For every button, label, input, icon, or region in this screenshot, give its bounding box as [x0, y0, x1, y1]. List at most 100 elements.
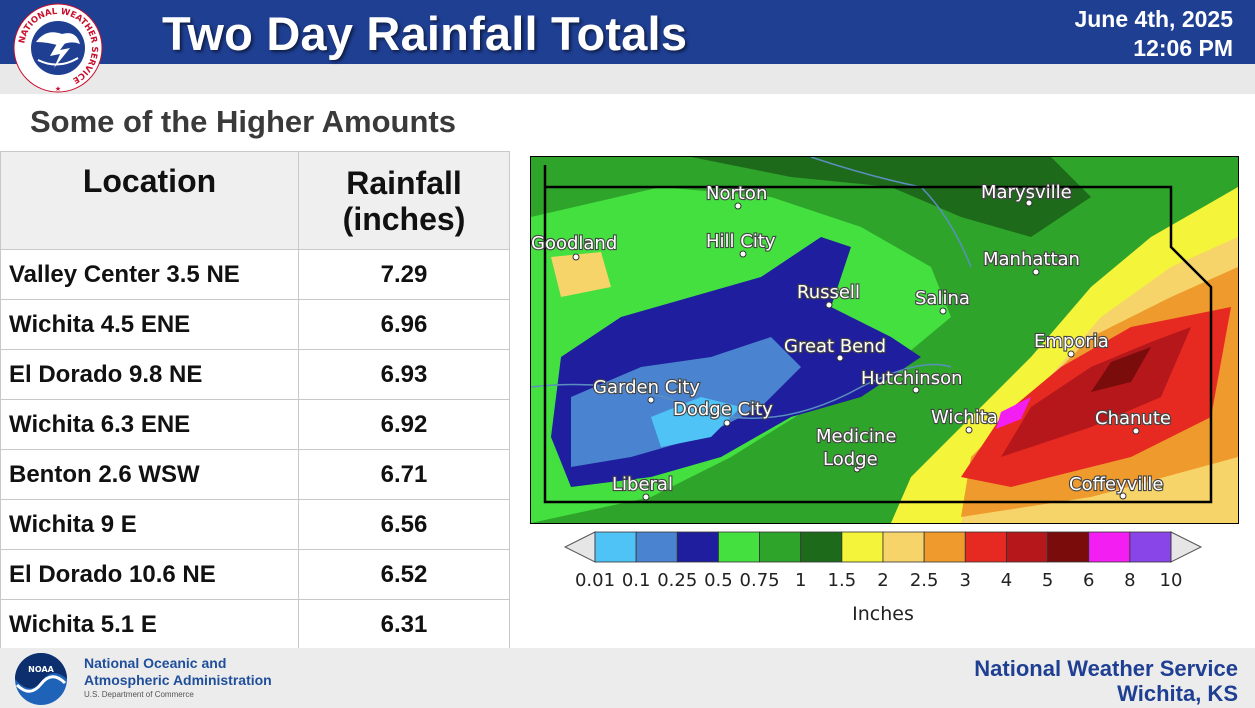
city-label: Marysville: [981, 182, 1072, 203]
row-rainfall: 7.29: [298, 249, 510, 300]
row-location: Benton 2.6 WSW: [0, 449, 299, 500]
legend-arrow-high: [1170, 531, 1203, 563]
noaa-line1: National Oceanic and: [84, 655, 227, 671]
table-row: El Dorado 9.8 NE 6.93: [0, 349, 510, 400]
row-location: El Dorado 9.8 NE: [0, 349, 299, 400]
row-rainfall: 6.93: [298, 349, 510, 400]
table-row: El Dorado 10.6 NE 6.52: [0, 549, 510, 600]
city-hill-city: Hill City: [705, 230, 777, 258]
table-row: Valley Center 3.5 NE 7.29: [0, 249, 510, 300]
legend-tick-label: 2: [877, 570, 888, 591]
legend-tick-label: 8: [1124, 570, 1135, 591]
city-liberal: Liberal: [611, 473, 674, 501]
table-row: Wichita 6.3 ENE 6.92: [0, 399, 510, 450]
legend-tick-label: 5: [1042, 570, 1053, 591]
row-location: El Dorado 10.6 NE: [0, 549, 299, 600]
legend-tick-label: 10: [1160, 570, 1183, 591]
legend-tick-label: 0.1: [622, 570, 651, 591]
kansas-border: [543, 165, 1213, 504]
legend-tick-label: 0.75: [740, 570, 780, 591]
legend-swatch: [594, 531, 637, 563]
row-location: Wichita 9 E: [0, 499, 299, 550]
city-label: Garden City: [593, 377, 700, 398]
row-rainfall: 6.96: [298, 299, 510, 350]
legend-swatch: [1047, 531, 1090, 563]
svg-text:★: ★: [55, 85, 61, 93]
row-rainfall: 6.31: [298, 599, 510, 650]
rainfall-map: Norton Marysville Goodland Hill City Man…: [530, 156, 1239, 524]
legend-tick-label: 2.5: [910, 570, 939, 591]
legend-tick-label: 0.01: [575, 570, 615, 591]
row-location: Valley Center 3.5 NE: [0, 249, 299, 300]
city-emporia: Emporia: [1033, 330, 1110, 358]
color-legend: 0.01 0.1 0.25 0.5 0.75 1 1.5 2 2.5 3 4 5 6 8 10 Inches: [563, 531, 1203, 625]
legend-swatch: [676, 531, 719, 563]
city-label: Emporia: [1034, 331, 1109, 352]
noaa-line2: Atmospheric Administration: [84, 672, 272, 688]
time-text: 12:06 PM: [1133, 35, 1233, 61]
header-location: Location: [0, 151, 299, 250]
table-header-row: Location Rainfall (inches): [0, 151, 510, 250]
legend-unit: Inches: [852, 603, 914, 625]
city-garden-city: Garden City: [592, 376, 701, 404]
city-label: Coffeyville: [1069, 474, 1163, 495]
header-rainfall-line2: (inches): [342, 200, 466, 237]
legend-bar: [563, 531, 1203, 563]
legend-tick-label: 1.5: [828, 570, 857, 591]
legend-tick-label: 0.5: [704, 570, 733, 591]
legend-swatch: [923, 531, 966, 563]
table-row: Wichita 5.1 E 6.31: [0, 599, 510, 650]
city-label: Hill City: [706, 231, 776, 252]
legend-tick-label: 1: [795, 570, 806, 591]
table-subtitle: Some of the Higher Amounts: [30, 104, 456, 139]
city-label: Hutchinson: [861, 368, 963, 389]
rain-shade-light-blue: [651, 397, 741, 447]
nws-office: National Weather Service Wichita, KS: [974, 656, 1238, 706]
table-row: Wichita 9 E 6.56: [0, 499, 510, 550]
row-rainfall: 6.56: [298, 499, 510, 550]
legend-tick-label: 3: [960, 570, 971, 591]
legend-swatch: [1129, 531, 1172, 563]
header-rainfall: Rainfall (inches): [298, 151, 510, 250]
city-wichita: Wichita: [930, 406, 999, 434]
city-label: Norton: [706, 183, 767, 204]
rain-shade-maroon: [1091, 347, 1151, 392]
title-underbar: [0, 64, 1255, 94]
legend-swatch: [964, 531, 1007, 563]
city-hutchinson: Hutchinson: [860, 367, 964, 394]
legend-ticks: 0.01 0.1 0.25 0.5 0.75 1 1.5 2 2.5 3 4 5 6 8 10: [575, 570, 1182, 591]
nws-line1: National Weather Service: [974, 656, 1238, 681]
legend-swatch: [1088, 531, 1131, 563]
city-salina: Salina: [914, 287, 971, 315]
city-label: Great Bend: [784, 336, 886, 357]
row-rainfall: 6.71: [298, 449, 510, 500]
noaa-emblem-text: NOAA: [28, 665, 54, 674]
city-marysville: Marysville: [980, 181, 1073, 207]
legend-swatch: [1006, 531, 1048, 563]
row-location: Wichita 4.5 ENE: [0, 299, 299, 350]
legend-swatch: [718, 531, 760, 563]
river: [531, 363, 952, 419]
row-rainfall: 6.92: [298, 399, 510, 450]
table-row: Wichita 4.5 ENE 6.96: [0, 299, 510, 350]
legend-tick-label: 4: [1001, 570, 1012, 591]
date-text: June 4th, 2025: [1074, 6, 1233, 32]
legend-arrow-low: [563, 531, 596, 563]
city-label: Manhattan: [983, 249, 1080, 270]
noaa-name: National Oceanic and Atmospheric Adminis…: [84, 655, 272, 689]
city-label: Goodland: [531, 233, 617, 254]
city-label: Salina: [915, 288, 970, 309]
row-location: Wichita 6.3 ENE: [0, 399, 299, 450]
rain-shade-mid-blue: [571, 337, 801, 467]
noaa-logo: NOAA: [15, 653, 67, 705]
page-title: Two Day Rainfall Totals: [162, 7, 688, 60]
legend-swatch: [841, 531, 884, 563]
city-label: Lodge: [823, 449, 878, 470]
legend-tick-label: 6: [1083, 570, 1094, 591]
rain-shade-dark-green-north: [691, 157, 1091, 237]
city-great-bend: Great Bend: [783, 335, 887, 362]
city-dodge-city: Dodge City: [672, 398, 774, 427]
legend-swatch: [759, 531, 802, 563]
city-goodland: Goodland: [531, 232, 618, 261]
